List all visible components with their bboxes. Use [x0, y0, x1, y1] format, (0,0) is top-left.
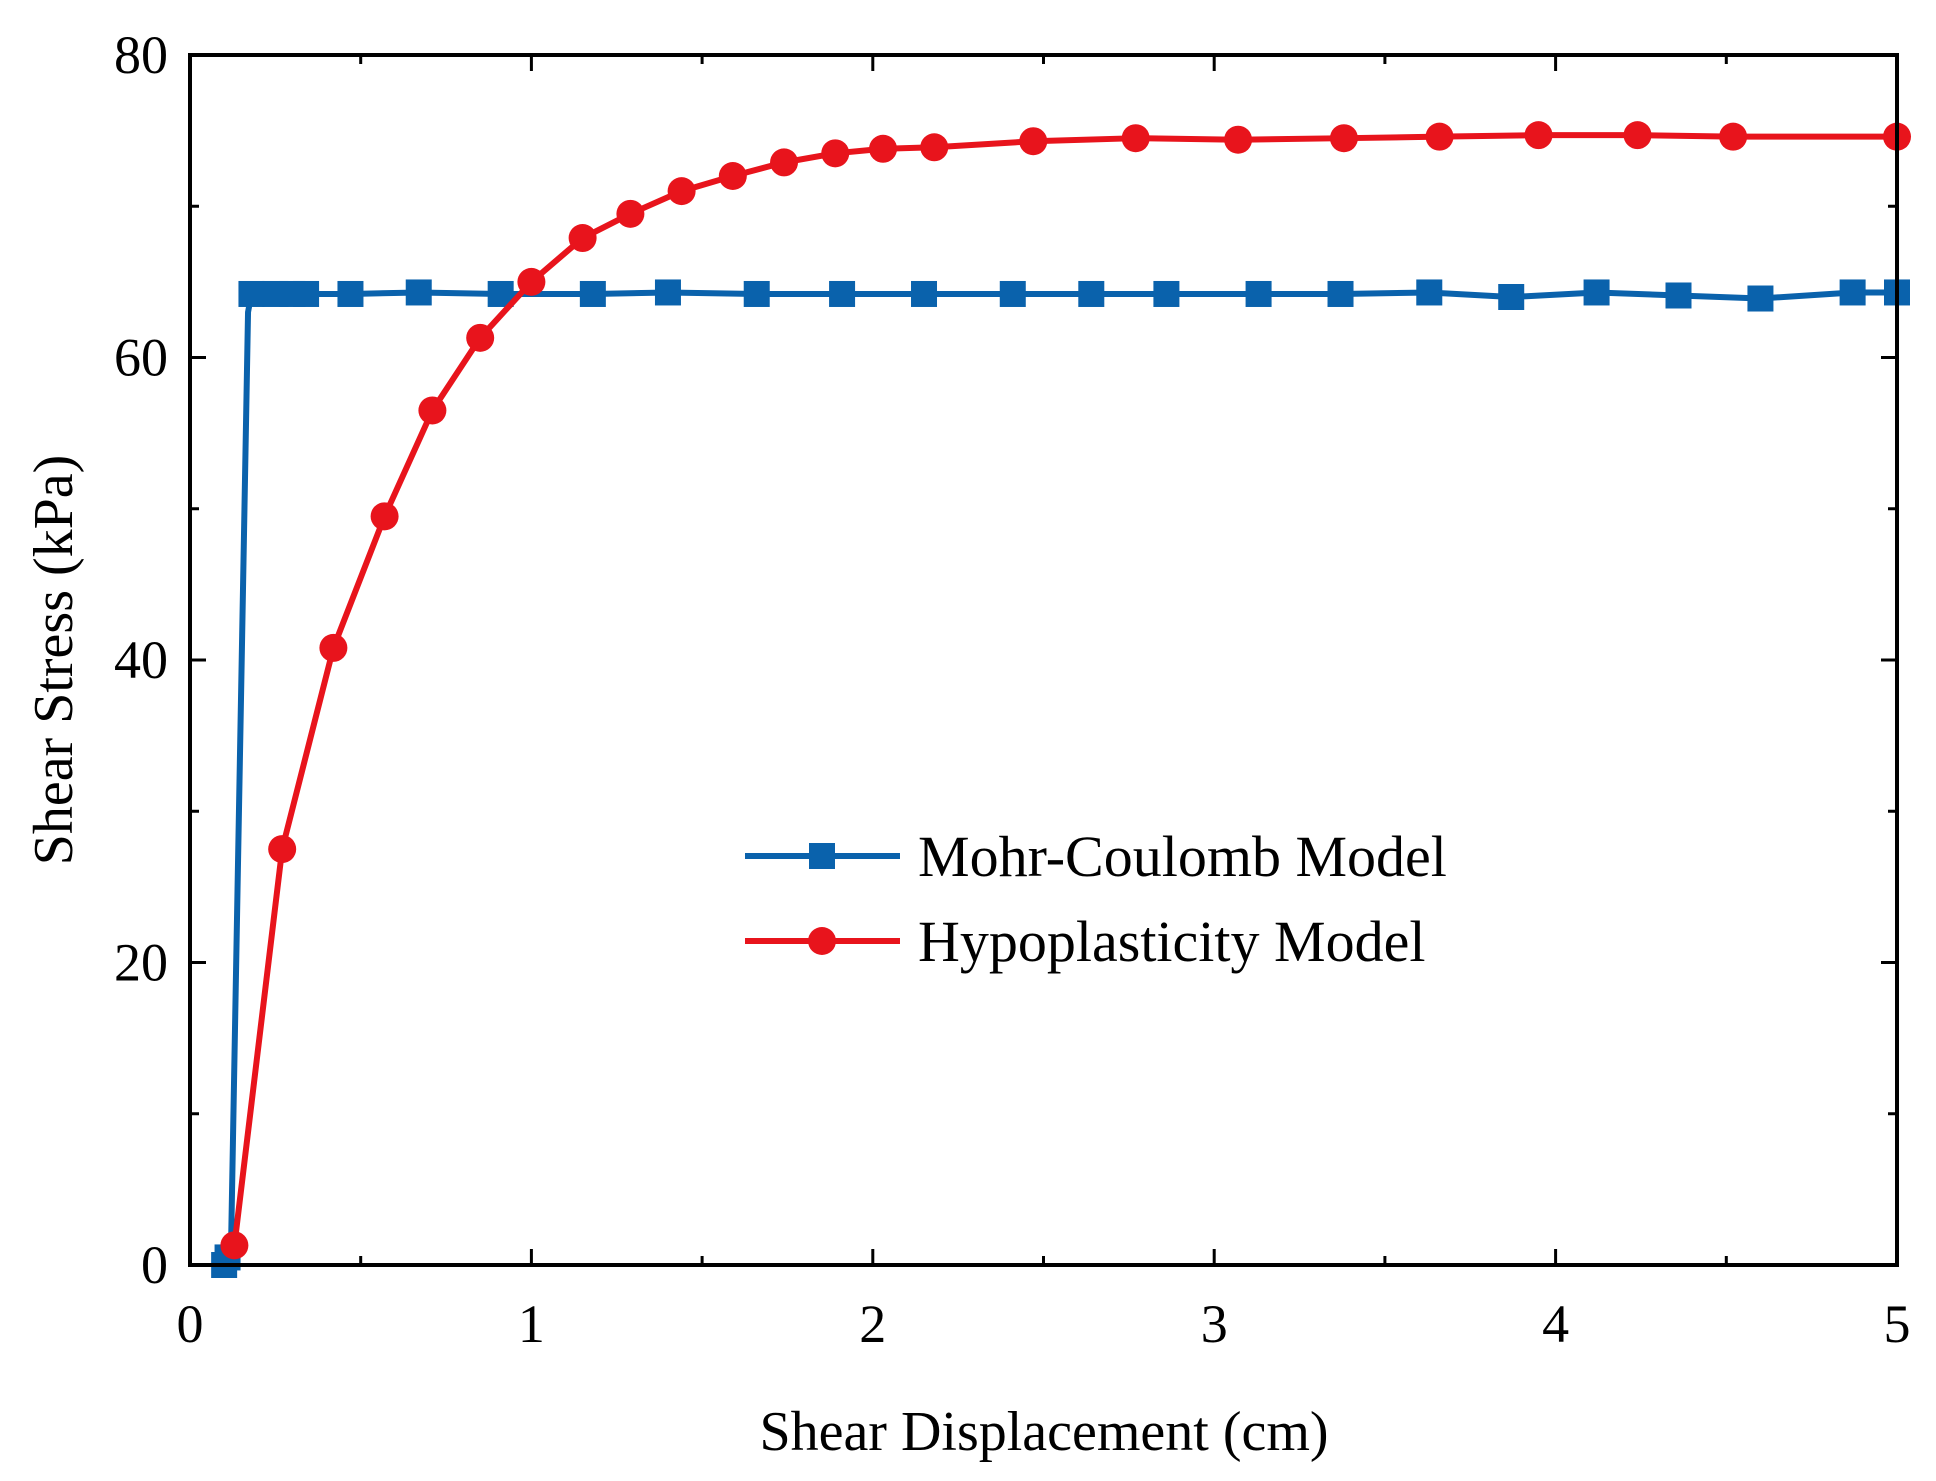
data-point-hypoplasticity [869, 134, 898, 163]
data-point-hypoplasticity [1019, 127, 1048, 156]
data-point-hypoplasticity [1623, 121, 1652, 150]
data-point-hypoplasticity [667, 177, 696, 206]
y-tick-label: 60 [114, 328, 168, 388]
data-point-mohr-coulomb [405, 279, 432, 306]
data-point-mohr-coulomb [1153, 280, 1180, 307]
data-point-mohr-coulomb [1498, 284, 1525, 310]
x-tick-label: 2 [859, 1294, 886, 1354]
data-point-hypoplasticity [418, 396, 447, 425]
data-point-hypoplasticity [1719, 122, 1748, 151]
series-line-hypoplasticity [231, 132, 1897, 1246]
x-tick-label: 0 [177, 1294, 204, 1354]
data-point-mohr-coulomb [829, 280, 856, 307]
data-point-mohr-coulomb [337, 280, 364, 307]
data-point-mohr-coulomb [1245, 280, 1272, 307]
y-axis-title: Shear Stress (kPa) [23, 455, 85, 866]
y-tick-label: 20 [114, 933, 168, 993]
axis-ticks: 0 1 2 3 4 5 0 20 40 60 80 [114, 25, 1911, 1354]
x-tick-label: 5 [1884, 1294, 1911, 1354]
data-point-mohr-coulomb [743, 280, 770, 307]
data-point-hypoplasticity [1425, 122, 1454, 151]
data-point-mohr-coulomb [1416, 279, 1443, 306]
data-point-hypoplasticity [370, 502, 399, 531]
legend-marker-mohr-coulomb [809, 843, 835, 869]
data-point-mohr-coulomb [911, 280, 938, 307]
data-point-hypoplasticity [821, 139, 850, 168]
data-point-mohr-coulomb [999, 280, 1026, 307]
plot-area [211, 121, 1911, 1278]
data-point-mohr-coulomb [1747, 285, 1774, 312]
data-point-hypoplasticity [268, 835, 297, 864]
data-point-mohr-coulomb [293, 280, 320, 307]
data-point-hypoplasticity [517, 267, 546, 296]
legend-marker-hypoplasticity [808, 927, 836, 955]
legend: Mohr-Coulomb Model Hypoplasticity Model [745, 824, 1447, 974]
data-point-mohr-coulomb [1078, 280, 1105, 307]
data-point-mohr-coulomb [1839, 279, 1866, 306]
x-tick-label: 1 [518, 1294, 545, 1354]
y-tick-label: 80 [114, 25, 168, 85]
series-layer [211, 121, 1911, 1278]
data-point-mohr-coulomb [654, 279, 681, 306]
data-point-hypoplasticity [1329, 124, 1358, 153]
x-tick-label: 3 [1201, 1294, 1228, 1354]
y-tick-label: 0 [141, 1235, 168, 1295]
data-point-mohr-coulomb [1327, 280, 1354, 307]
data-point-mohr-coulomb [238, 280, 265, 307]
data-point-hypoplasticity [718, 162, 747, 190]
data-point-mohr-coulomb [579, 280, 606, 307]
data-point-hypoplasticity [319, 633, 348, 662]
x-tick-label: 4 [1542, 1294, 1569, 1354]
data-point-mohr-coulomb [1583, 279, 1610, 306]
data-point-hypoplasticity [568, 224, 597, 253]
data-point-hypoplasticity [1224, 125, 1253, 154]
data-point-hypoplasticity [1121, 124, 1150, 153]
data-point-hypoplasticity [1524, 121, 1553, 150]
data-point-hypoplasticity [220, 1231, 249, 1260]
series-line-mohr-coulomb [221, 289, 1897, 1267]
x-axis-title: Shear Displacement (cm) [759, 1401, 1328, 1463]
data-point-hypoplasticity [466, 323, 495, 352]
data-point-hypoplasticity [920, 133, 949, 162]
data-point-hypoplasticity [770, 148, 799, 177]
data-point-mohr-coulomb [1665, 282, 1692, 309]
legend-label-mohr-coulomb: Mohr-Coulomb Model [918, 824, 1447, 889]
legend-label-hypoplasticity: Hypoplasticity Model [918, 909, 1425, 974]
data-point-hypoplasticity [616, 199, 645, 228]
y-tick-label: 40 [114, 630, 168, 690]
plot-frame [188, 53, 1899, 1267]
